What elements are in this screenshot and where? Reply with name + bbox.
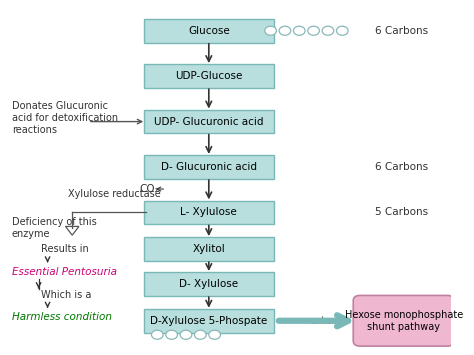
Text: Deficiency of this
enzyme: Deficiency of this enzyme xyxy=(12,217,97,239)
Text: 6 Carbons: 6 Carbons xyxy=(374,26,428,36)
Text: 6 Carbons: 6 Carbons xyxy=(374,162,428,172)
Circle shape xyxy=(337,26,348,35)
Text: Donates Glucuronic
acid for detoxification
reactions: Donates Glucuronic acid for detoxificati… xyxy=(12,102,118,135)
FancyBboxPatch shape xyxy=(353,295,454,346)
Text: Results in: Results in xyxy=(41,244,89,254)
Text: Glucose: Glucose xyxy=(188,26,230,36)
Circle shape xyxy=(279,26,291,35)
FancyBboxPatch shape xyxy=(144,64,274,88)
Text: D- Xylulose: D- Xylulose xyxy=(179,279,238,289)
Circle shape xyxy=(180,330,192,339)
Circle shape xyxy=(166,330,177,339)
Circle shape xyxy=(308,26,319,35)
Text: 5 Carbons: 5 Carbons xyxy=(374,316,428,326)
FancyBboxPatch shape xyxy=(144,201,274,224)
FancyBboxPatch shape xyxy=(144,155,274,179)
FancyBboxPatch shape xyxy=(144,19,274,43)
Text: D-Xylulose 5-Phospate: D-Xylulose 5-Phospate xyxy=(150,316,267,326)
Text: Essential Pentosuria: Essential Pentosuria xyxy=(12,267,117,277)
Text: 5 Carbons: 5 Carbons xyxy=(374,207,428,218)
Text: D- Glucuronic acid: D- Glucuronic acid xyxy=(161,162,257,172)
Text: UDP-Glucose: UDP-Glucose xyxy=(175,71,243,81)
Text: Harmless condition: Harmless condition xyxy=(12,312,112,322)
FancyBboxPatch shape xyxy=(144,237,274,261)
Circle shape xyxy=(194,330,206,339)
Text: Xylitol: Xylitol xyxy=(192,244,225,254)
Text: CO₂: CO₂ xyxy=(139,184,159,194)
Circle shape xyxy=(209,330,220,339)
FancyBboxPatch shape xyxy=(144,110,274,133)
Circle shape xyxy=(152,330,163,339)
FancyBboxPatch shape xyxy=(144,309,274,333)
Text: Hexose monophosphate
shunt pathway: Hexose monophosphate shunt pathway xyxy=(345,310,463,332)
Text: enters: enters xyxy=(310,316,341,326)
FancyBboxPatch shape xyxy=(144,272,274,296)
Text: UDP- Glucuronic acid: UDP- Glucuronic acid xyxy=(154,116,264,127)
Circle shape xyxy=(322,26,334,35)
Circle shape xyxy=(265,26,276,35)
Text: L- Xylulose: L- Xylulose xyxy=(181,207,237,218)
Text: Xylulose reductase: Xylulose reductase xyxy=(68,189,161,199)
Text: Which is a: Which is a xyxy=(41,290,91,300)
Circle shape xyxy=(293,26,305,35)
